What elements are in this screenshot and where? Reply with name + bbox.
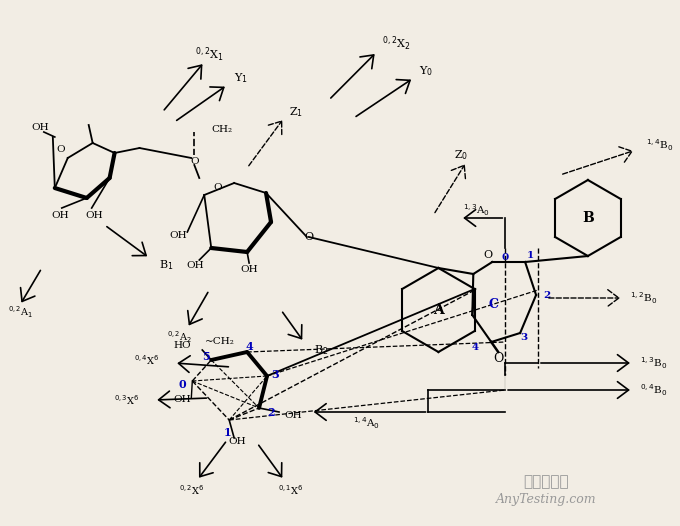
Text: $^{0,4}$X$^6$: $^{0,4}$X$^6$	[134, 353, 159, 367]
Text: O: O	[56, 146, 65, 155]
Text: $^{0,2}$A$_2$: $^{0,2}$A$_2$	[167, 329, 192, 345]
Text: B$_1$: B$_1$	[159, 258, 174, 272]
Text: 5: 5	[203, 350, 210, 361]
Text: 2: 2	[267, 407, 275, 418]
Text: Z$_1$: Z$_1$	[289, 105, 303, 119]
Text: $^{1,4}$B$_0$: $^{1,4}$B$_0$	[646, 137, 673, 153]
Text: 1: 1	[223, 427, 231, 438]
Text: Z$_0$: Z$_0$	[454, 148, 469, 162]
Text: OH: OH	[240, 266, 258, 275]
Text: 嵞峙检测网: 嵞峙检测网	[523, 475, 569, 489]
Text: O: O	[190, 157, 199, 167]
Text: $^{1,2}$B$_0$: $^{1,2}$B$_0$	[630, 290, 657, 306]
Text: OH: OH	[173, 396, 191, 404]
Text: B: B	[582, 211, 594, 225]
Text: C: C	[488, 298, 498, 311]
Text: $^{0,1}$X$^6$: $^{0,1}$X$^6$	[278, 483, 304, 497]
Text: OH: OH	[31, 123, 49, 132]
Text: CH₂: CH₂	[211, 126, 233, 135]
Text: 1: 1	[526, 251, 534, 260]
Text: OH: OH	[51, 210, 69, 219]
Text: O: O	[493, 351, 503, 365]
Text: O: O	[305, 232, 313, 242]
Text: OH: OH	[170, 230, 187, 239]
Text: $^{0,2}$X$^6$: $^{0,2}$X$^6$	[179, 483, 204, 497]
Text: $^{1,4}$A$_0$: $^{1,4}$A$_0$	[353, 415, 380, 431]
Text: $^{1,3}$B$_0$: $^{1,3}$B$_0$	[640, 355, 667, 371]
Text: 4: 4	[245, 340, 253, 351]
Text: $^{0,4}$B$_0$: $^{0,4}$B$_0$	[640, 382, 667, 398]
Text: OH: OH	[186, 260, 204, 269]
Text: ~CH₂: ~CH₂	[205, 338, 235, 347]
Text: OH: OH	[86, 210, 103, 219]
Text: Y$_0$: Y$_0$	[418, 64, 432, 78]
Text: 4: 4	[471, 343, 478, 352]
Text: O: O	[483, 250, 493, 260]
Text: $^{0,2}$A$_1$: $^{0,2}$A$_1$	[8, 304, 33, 320]
Text: 3: 3	[521, 333, 528, 342]
Text: 3: 3	[271, 369, 279, 379]
Text: Y$_1$: Y$_1$	[234, 71, 248, 85]
Text: 2: 2	[543, 290, 550, 299]
Text: B$_2$: B$_2$	[314, 343, 328, 357]
Text: A: A	[433, 303, 444, 317]
Text: HO: HO	[173, 340, 191, 349]
Text: $^{0,2}$X$_2$: $^{0,2}$X$_2$	[381, 35, 410, 53]
Text: 0: 0	[501, 254, 509, 262]
Text: $^{0,2}$X$_1$: $^{0,2}$X$_1$	[195, 46, 224, 64]
Text: O: O	[213, 184, 222, 193]
Text: OH: OH	[228, 438, 246, 447]
Text: OH: OH	[284, 410, 302, 420]
Text: AnyTesting.com: AnyTesting.com	[496, 493, 596, 507]
Text: 0: 0	[179, 379, 186, 389]
Text: $^{1,3}$A$_0$: $^{1,3}$A$_0$	[463, 202, 490, 218]
Text: $^{0,3}$X$^6$: $^{0,3}$X$^6$	[114, 393, 139, 407]
